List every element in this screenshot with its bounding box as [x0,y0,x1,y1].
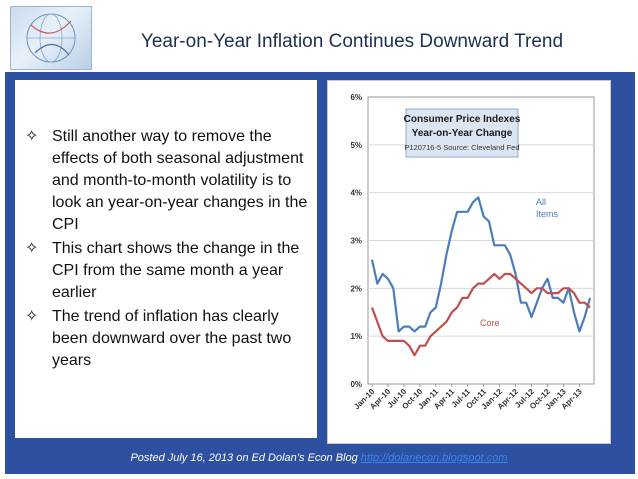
y-tick-label: 3% [350,237,362,246]
series-label-all-items-line1: All [536,197,546,207]
title-bar: Year-on-Year Inflation Continues Downwar… [92,22,612,62]
blog-link[interactable]: http://dolanecon.blogspot.com [360,452,508,464]
chart-subtitle: Year-on-Year Change [412,128,513,139]
chart-frame: 0% 1% 2% 3% 4% 5% 6% Jan-10 Apr-10 Jul-10 Oct-10 Ja… [327,80,611,444]
star-outline-icon: ✧ [25,240,39,257]
chart-title: Consumer Price Indexes [404,114,521,125]
globe-icon [26,13,76,63]
y-tick-label: 5% [350,141,362,150]
y-tick-label: 2% [350,284,362,293]
series-line-all-items [370,196,592,333]
text-box: ✧ Still another way to remove the effect… [15,80,317,438]
bullet-text: This chart shows the change in the CPI f… [52,240,300,301]
cpi-line-chart: 0%1%2%3%4%5%6%Jan-10Apr-10Jul-10Oct-10Ja… [350,93,595,411]
chart-source-note: P120716-5 Source: Cleveland Fed [404,143,519,152]
footer-text: Posted July 16, 2013 on Ed Dolan’s Econ … [130,452,361,464]
y-tick-label: 0% [350,380,362,389]
footer: Posted July 16, 2013 on Ed Dolan’s Econ … [0,452,638,464]
slide-title: Year-on-Year Inflation Continues Downwar… [140,31,564,52]
bullet-text: Still another way to remove the effects … [52,128,308,233]
y-tick-label: 1% [350,332,362,341]
chart-title-box [405,108,519,158]
series-label-all-items-line2: Items [536,209,559,219]
series-line-core [370,272,591,357]
y-tick-label: 6% [350,93,362,102]
series-label-core: Core [480,318,500,328]
bullet-item: ✧ This chart shows the change in the CPI… [25,238,311,304]
bullet-item: ✧ Still another way to remove the effect… [25,126,311,236]
star-outline-icon: ✧ [25,308,39,325]
bullet-list: ✧ Still another way to remove the effect… [25,126,311,374]
bullet-item: ✧ The trend of inflation has clearly bee… [25,306,311,372]
logo-thumbnail [10,6,92,70]
bullet-text: The trend of inflation has clearly been … [52,308,292,369]
y-tick-label: 4% [350,189,362,198]
star-outline-icon: ✧ [25,128,39,145]
